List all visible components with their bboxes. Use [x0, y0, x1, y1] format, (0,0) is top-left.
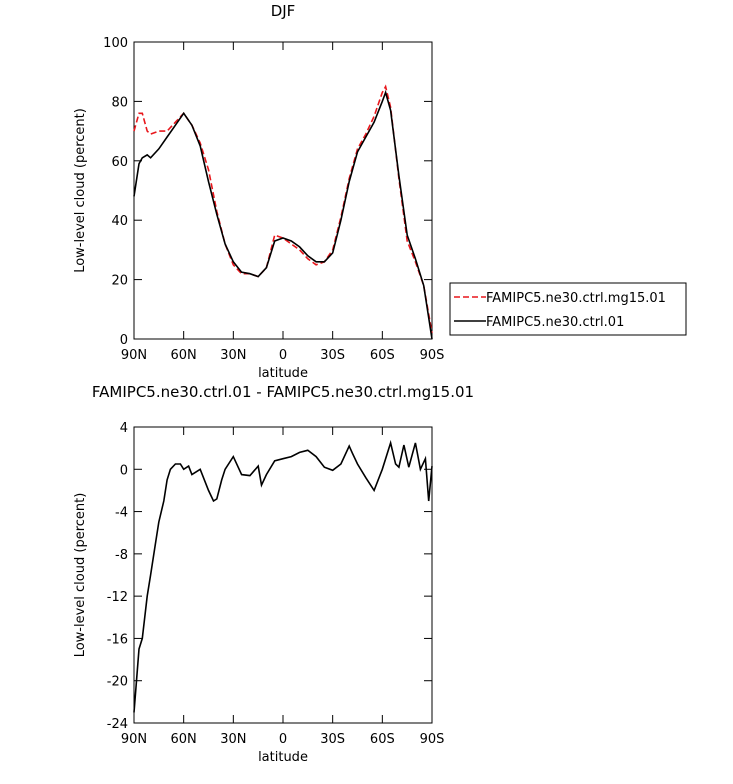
y-tick-label: 60: [111, 155, 128, 170]
chart-title: FAMIPC5.ne30.ctrl.01 - FAMIPC5.ne30.ctrl…: [92, 383, 474, 401]
x-tick-label: 30N: [220, 732, 246, 747]
x-tick-label: 60S: [370, 348, 395, 363]
x-tick-label: 30N: [220, 348, 246, 363]
x-tick-label: 60N: [171, 348, 197, 363]
x-tick-label: 30S: [320, 348, 345, 363]
data-line: [133, 89, 433, 340]
data-line: [133, 439, 433, 713]
x-tick-label: 30S: [320, 732, 345, 747]
y-tick-label: 0: [120, 463, 128, 478]
y-tick-label: -8: [115, 548, 128, 563]
y-tick-label: -4: [115, 506, 128, 521]
plot-frame: [133, 426, 433, 724]
chart-title: DJF: [271, 2, 296, 20]
y-tick-label: 40: [111, 214, 128, 229]
x-tick-label: 0: [279, 348, 287, 363]
y-tick-label: -12: [107, 590, 128, 605]
x-axis-label: latitude: [258, 366, 308, 381]
y-tick-label: -16: [107, 632, 128, 647]
legend-label: FAMIPC5.ne30.ctrl.01: [486, 315, 624, 330]
legend-label: FAMIPC5.ne30.ctrl.mg15.01: [486, 291, 666, 306]
y-tick-label: 80: [111, 95, 128, 110]
legend-box: [449, 282, 687, 336]
x-axis-label: latitude: [258, 750, 308, 765]
x-tick-label: 90S: [420, 348, 445, 363]
y-tick-label: 100: [103, 36, 128, 51]
plot-frame: [133, 41, 433, 340]
x-tick-label: 60S: [370, 732, 395, 747]
y-tick-label: -24: [107, 717, 128, 732]
y-tick-label: 20: [111, 274, 128, 289]
x-tick-label: 90N: [121, 732, 147, 747]
y-tick-label: 0: [120, 333, 128, 348]
y-tick-label: 4: [120, 421, 128, 436]
x-tick-label: 60N: [171, 732, 197, 747]
y-tick-label: -20: [107, 675, 128, 690]
y-axis-label: Low-level cloud (percent): [73, 493, 88, 658]
x-tick-label: 0: [279, 732, 287, 747]
x-tick-label: 90S: [420, 732, 445, 747]
data-line: [133, 84, 433, 334]
x-tick-label: 90N: [121, 348, 147, 363]
y-axis-label: Low-level cloud (percent): [73, 108, 88, 273]
